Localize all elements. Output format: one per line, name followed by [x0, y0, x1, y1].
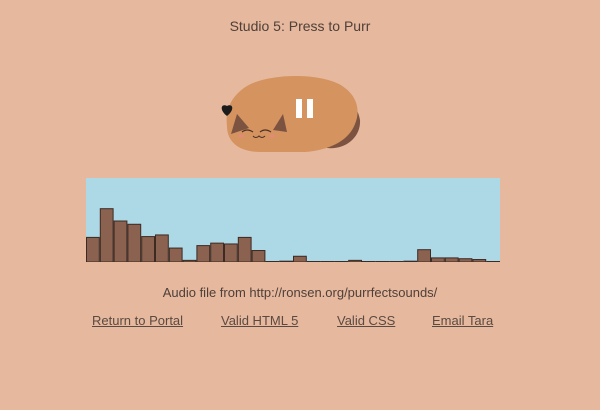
visualizer-bar	[458, 258, 473, 262]
visualizer-bar	[237, 236, 252, 262]
cat-ear-right	[273, 114, 287, 132]
visualizer-bar	[168, 247, 183, 262]
pause-icon[interactable]	[296, 99, 313, 118]
valid-html5-link[interactable]: Valid HTML 5	[221, 313, 299, 328]
valid-css-link[interactable]: Valid CSS	[337, 313, 396, 328]
visualizer-bar	[293, 255, 307, 262]
visualizer-bar	[403, 260, 418, 262]
visualizer-bar	[486, 261, 500, 262]
visualizer-bar	[472, 259, 487, 262]
visualizer-bar	[431, 257, 445, 262]
audio-credit: Audio file from http://ronsen.org/purrfe…	[162, 285, 438, 300]
visualizer-bar	[141, 236, 156, 262]
visualizer-bar	[251, 250, 266, 262]
visualizer-bar	[348, 259, 363, 262]
visualizer-bar	[210, 242, 224, 262]
cat-mouth	[252, 135, 266, 138]
visualizer-bar	[279, 260, 293, 262]
cat-ear-left	[231, 114, 249, 134]
visualizer-bar	[306, 261, 321, 262]
heart-icon	[221, 105, 233, 116]
visualizer-bar	[99, 208, 114, 262]
visualizer-bar	[86, 236, 100, 262]
visualizer-bar	[155, 234, 169, 262]
visualizer-bar	[320, 261, 335, 262]
visualizer-bar	[182, 259, 197, 262]
email-tara-link[interactable]: Email Tara	[432, 313, 494, 328]
visualizer-bar	[224, 243, 238, 262]
page-title: Studio 5: Press to Purr	[229, 18, 371, 34]
visualizer-bar	[389, 261, 404, 262]
visualizer-bar	[444, 257, 459, 262]
visualizer-bar	[196, 245, 211, 262]
cat-body	[226, 75, 358, 152]
visualizer-bar	[127, 223, 142, 262]
visualizer-bar	[362, 261, 376, 262]
return-to-portal-link[interactable]: Return to Portal	[92, 313, 184, 328]
visualizer-bar	[375, 261, 390, 262]
cat-blush-left	[238, 134, 244, 138]
visualizer-bar	[334, 261, 349, 262]
audio-visualizer	[86, 178, 500, 262]
visualizer-bar	[265, 261, 280, 262]
purr-cat-player[interactable]	[215, 70, 375, 160]
cat-blush-right	[269, 134, 275, 138]
cat-eye-left	[241, 129, 254, 133]
visualizer-bar	[417, 249, 432, 262]
visualizer-bar	[113, 220, 128, 262]
cat-eye-right	[259, 129, 272, 133]
